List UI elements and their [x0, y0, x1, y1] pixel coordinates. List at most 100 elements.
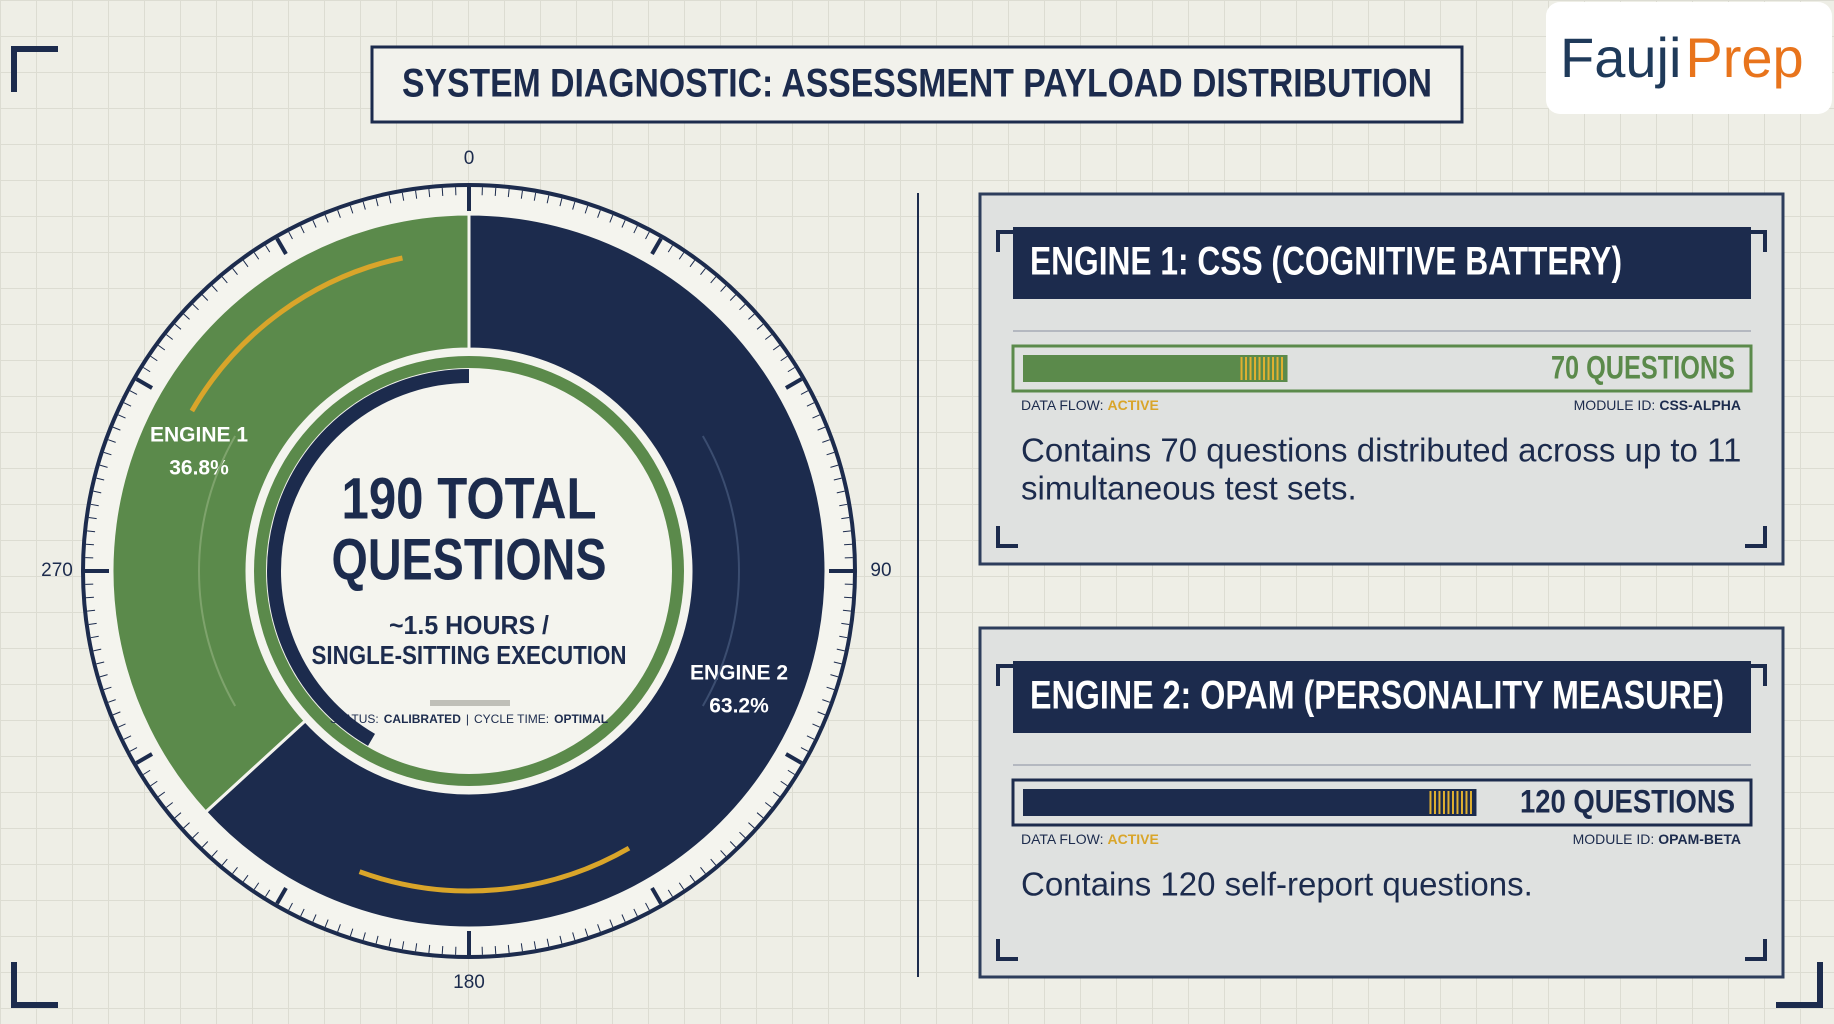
dial-minor-tick: [103, 686, 112, 691]
dial-minor-tick: [533, 941, 537, 950]
dial-minor-tick: [756, 323, 764, 330]
dial-minor-tick: [739, 303, 746, 311]
dial-minor-tick: [584, 205, 589, 214]
dial-minor-tick: [836, 648, 845, 652]
status-part: OPTIMAL: [554, 712, 608, 726]
dial-minor-tick: [494, 187, 497, 196]
segment-value-label: 63.2%: [709, 694, 769, 717]
dial-minor-tick: [123, 402, 132, 407]
dial-minor-tick: [780, 355, 788, 362]
dial-minor-tick: [201, 841, 209, 848]
dial-minor-tick: [806, 735, 815, 740]
dial-minor-tick: [633, 908, 638, 917]
panel-title-bar: [1013, 227, 1751, 299]
corner-bracket: [11, 962, 58, 1008]
status-part: |: [466, 712, 469, 726]
corner-bracket: [11, 46, 58, 92]
track: [1011, 778, 1753, 827]
dial-minor-tick: [689, 260, 696, 268]
dial-minor-tick: [826, 686, 835, 691]
meta-flow: DATA FLOW: ACTIVE: [1021, 831, 1159, 847]
dial-minor-tick: [158, 791, 166, 798]
meta-label: DATA FLOW:: [1021, 397, 1103, 413]
bar-value-label: 70 QUESTIONS: [1551, 349, 1735, 385]
donut-segment: [110, 212, 471, 815]
dial-minor-tick: [787, 367, 795, 373]
dial-minor-tick: [150, 355, 158, 362]
dial-minor-tick: [609, 919, 614, 928]
dial-minor-tick: [772, 791, 780, 798]
dial-minor-tick: [520, 943, 523, 952]
dial-minor-tick: [415, 190, 418, 199]
dial-minor-tick: [388, 938, 392, 947]
dial-minor-tick: [739, 831, 746, 839]
dial-minor-tick: [826, 451, 835, 456]
panel-bracket: [1745, 230, 1767, 252]
dial-minor-tick: [784, 752, 803, 765]
dial-minor-tick: [710, 276, 717, 284]
dial-minor-tick: [242, 260, 249, 268]
dial-minor-tick: [174, 812, 182, 819]
status-part: CALIBRATED: [384, 712, 461, 726]
dial-minor-tick: [572, 932, 576, 941]
panel-title: ENGINE 2: OPAM (PERSONALITY MEASURE): [1030, 674, 1724, 718]
dial-minor-tick: [546, 938, 550, 947]
meta-value: CSS-ALPHA: [1659, 397, 1741, 413]
progress-bar: [1023, 355, 1288, 382]
panel-title-bar: [1013, 661, 1751, 733]
dial-minor-tick: [312, 914, 317, 923]
dial-minor-tick: [103, 451, 112, 456]
accent-arc: [701, 435, 740, 707]
dial-minor-tick: [85, 543, 94, 546]
panel-description: simultaneous test sets.: [1021, 470, 1357, 507]
dial-minor-tick: [129, 747, 138, 752]
dial-minor-tick: [388, 195, 392, 204]
dial-minor-tick: [275, 237, 288, 256]
dial-minor-tick: [720, 850, 727, 857]
dial-minor-tick: [300, 908, 305, 917]
panel-bracket: [996, 526, 1018, 548]
dial-minor-tick: [117, 414, 126, 419]
meta-module: MODULE ID: OPAM-BETA: [1573, 831, 1741, 847]
center-title: QUESTIONS: [332, 527, 607, 592]
dial-minor-tick: [107, 439, 116, 443]
dial-minor-tick: [288, 902, 293, 911]
meta-label: DATA FLOW:: [1021, 831, 1103, 847]
dial-minor-tick: [253, 882, 260, 890]
dial-tick-label: 90: [870, 560, 891, 581]
dial-minor-tick: [253, 252, 260, 260]
dial-minor-tick: [822, 439, 831, 443]
accent-arc: [189, 255, 403, 413]
dial-tick-label: 180: [453, 972, 485, 993]
dial-minor-tick: [275, 886, 288, 905]
meta-value: ACTIVE: [1107, 397, 1158, 413]
dial-minor-tick: [201, 294, 209, 301]
dial-minor-tick: [93, 648, 102, 652]
dial-minor-tick: [87, 530, 96, 533]
dial-minor-tick: [609, 214, 614, 223]
dial-minor-tick: [784, 377, 803, 390]
dial-minor-tick: [349, 205, 354, 214]
inner-arc: [267, 369, 470, 746]
dial-minor-tick: [265, 889, 271, 897]
dial-minor-tick: [520, 190, 523, 199]
dial-minor-tick: [150, 780, 158, 787]
dial-minor-tick: [166, 802, 174, 808]
dial-minor-tick: [107, 699, 116, 703]
dial-minor-tick: [401, 941, 405, 950]
dial-minor-tick: [812, 414, 821, 419]
donut-segment: [203, 212, 828, 930]
dial-minor-tick: [158, 344, 166, 351]
dial-minor-tick: [221, 858, 228, 866]
logo-box: [1546, 2, 1832, 114]
dial-minor-tick: [817, 426, 826, 431]
dial-minor-tick: [748, 313, 755, 320]
dial-minor-tick: [507, 944, 510, 953]
dial-minor-tick: [93, 490, 102, 494]
dial-minor-tick: [729, 841, 737, 848]
dial-minor-tick: [507, 189, 510, 198]
dial-minor-tick: [842, 530, 851, 533]
dial-minor-tick: [337, 209, 341, 218]
dial-minor-tick: [839, 635, 848, 639]
